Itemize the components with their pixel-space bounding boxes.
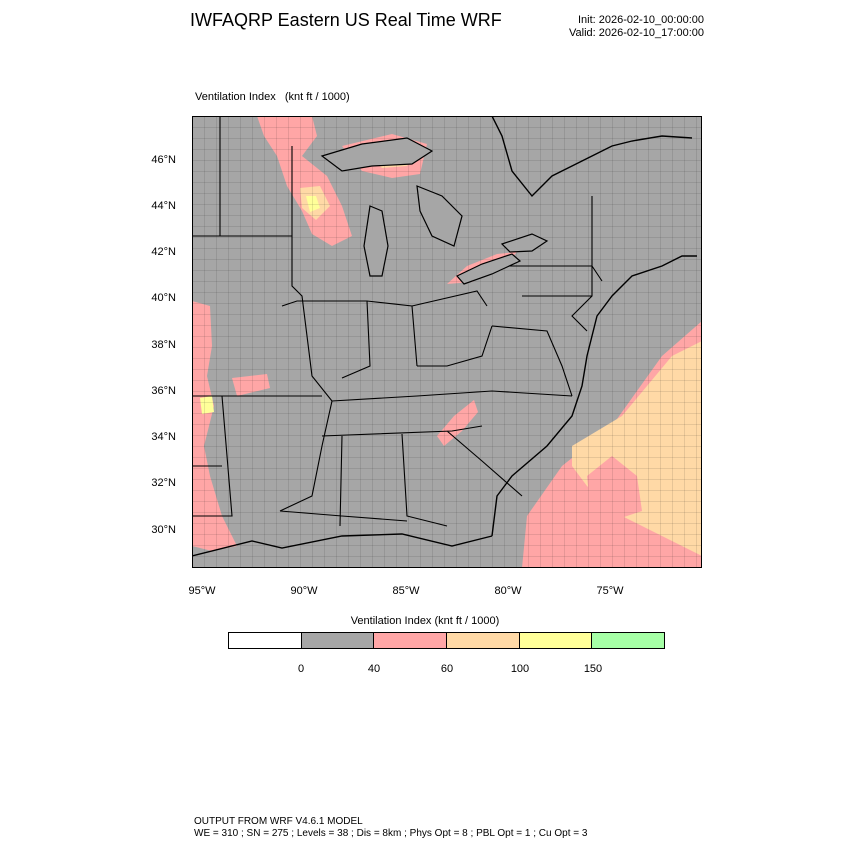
valid-time: Valid: 2026-02-10_17:00:00 — [569, 27, 704, 39]
legend-colorbar — [228, 632, 665, 649]
lon-label-95w: 95°W — [188, 585, 216, 597]
legend-box-0-40 — [301, 633, 375, 648]
great-lakes — [320, 137, 549, 285]
legend-tick-60: 60 — [440, 663, 454, 675]
lon-label-85w: 85°W — [392, 585, 420, 597]
legend-title: Ventilation Index (knt ft / 1000) — [350, 615, 500, 627]
page-title: IWFAQRP Eastern US Real Time WRF — [190, 10, 502, 30]
lat-label-36n: 36°N — [151, 385, 176, 397]
map-border — [192, 116, 702, 568]
lat-label-44n: 44°N — [151, 200, 176, 212]
legend-tick-150: 150 — [583, 663, 603, 675]
lat-label-38n: 38°N — [151, 339, 176, 351]
lon-label-90w: 90°W — [290, 585, 318, 597]
lon-label-75w: 75°W — [596, 585, 624, 597]
lon-label-80w: 80°W — [494, 585, 522, 597]
model-info-line-2: WE = 310 ; SN = 275 ; Levels = 38 ; Dis … — [194, 828, 588, 839]
model-info: OUTPUT FROM WRF V4.6.1 MODEL WE = 310 ; … — [194, 816, 587, 840]
legend-tick-40: 40 — [367, 663, 381, 675]
legend-tick-0: 0 — [297, 663, 305, 675]
legend-box-100-150 — [519, 633, 593, 648]
map-canvas — [191, 115, 702, 568]
lat-label-40n: 40°N — [151, 292, 176, 304]
legend-box-below-0 — [229, 633, 302, 648]
lat-label-30n: 30°N — [151, 524, 176, 536]
lat-label-32n: 32°N — [151, 477, 176, 489]
legend-box-40-60 — [374, 633, 448, 648]
map-panel — [191, 115, 702, 568]
plot-label: Ventilation Index (knt ft / 1000) — [195, 91, 350, 103]
county-boundaries — [192, 116, 702, 568]
state-boundaries — [192, 116, 603, 527]
lat-label-34n: 34°N — [151, 431, 176, 443]
legend-box-60-100 — [447, 633, 520, 648]
model-info-line-1: OUTPUT FROM WRF V4.6.1 MODEL — [194, 816, 363, 827]
lat-label-46n: 46°N — [151, 154, 176, 166]
legend-box-above-150 — [592, 633, 665, 648]
lat-label-42n: 42°N — [151, 246, 176, 258]
legend-tick-100: 100 — [510, 663, 530, 675]
coastline — [191, 115, 697, 557]
init-time: Init: 2026-02-10_00:00:00 — [578, 14, 704, 26]
